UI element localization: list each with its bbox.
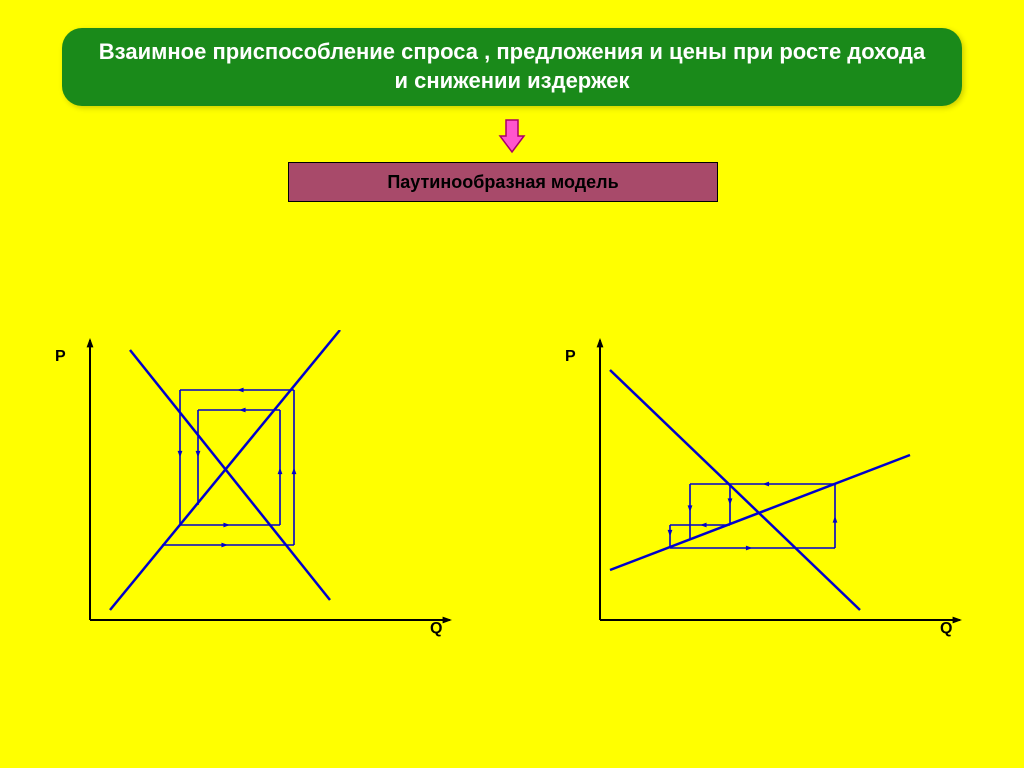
cobweb-chart-converging: P Q [50, 330, 460, 640]
chart-right-svg [560, 330, 970, 640]
chart-left-svg [50, 330, 460, 640]
subtitle-text: Паутинообразная модель [387, 172, 618, 193]
down-arrow-icon [498, 118, 526, 154]
y-axis-label: P [565, 348, 576, 366]
x-axis-label: Q [430, 620, 442, 638]
cobweb-chart-diverging: P Q [560, 330, 970, 640]
title-box: Взаимное приспособление спроса , предлож… [62, 28, 962, 106]
y-axis-label: P [55, 348, 66, 366]
title-text: Взаимное приспособление спроса , предлож… [92, 38, 932, 95]
x-axis-label: Q [940, 620, 952, 638]
subtitle-box: Паутинообразная модель [288, 162, 718, 202]
